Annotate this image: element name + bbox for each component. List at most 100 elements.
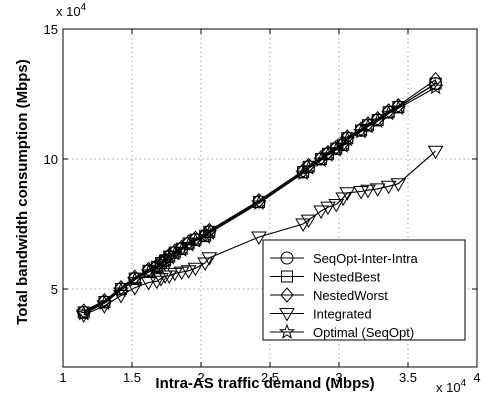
data-point	[197, 228, 214, 244]
data-point	[154, 253, 168, 270]
legend-items: SeqOpt-Inter-Intra NestedBest NestedWorst I…	[270, 251, 419, 340]
legend-box	[262, 239, 466, 341]
legend-marker	[280, 287, 294, 303]
data-point	[126, 271, 143, 287]
data-point	[252, 192, 266, 209]
data-point	[157, 253, 174, 269]
data-point	[300, 214, 317, 229]
legend-marker	[279, 308, 295, 322]
legend-marker	[281, 270, 293, 283]
data-point	[427, 145, 444, 160]
legend-item: NestedWorst	[270, 287, 388, 303]
legend-item: Optimal (SeqOpt)	[270, 323, 414, 340]
data-point	[353, 186, 369, 200]
data-point	[382, 103, 396, 119]
data-point	[112, 281, 129, 298]
legend-label: SeqOpt-Inter-Intra	[313, 251, 419, 266]
legend-marker	[278, 323, 296, 339]
data-point	[369, 112, 386, 129]
legend-marker	[280, 251, 294, 265]
data-point	[336, 135, 350, 152]
x-tick-label: 1.5	[123, 370, 141, 385]
legend: SeqOpt-Inter-Intra NestedBest NestedWorst I…	[262, 239, 466, 341]
data-point	[148, 275, 165, 290]
data-point	[201, 224, 218, 240]
data-point	[296, 162, 310, 179]
data-point	[391, 97, 405, 114]
x-axis-label: Intra-AS traffic demand (Mbps)	[155, 375, 374, 392]
data-point	[329, 139, 343, 156]
data-point	[198, 226, 212, 243]
data-point	[320, 201, 336, 216]
data-point	[251, 231, 267, 245]
data-point	[166, 267, 183, 282]
x-axis-multiplier: x 104	[436, 378, 467, 395]
data-point	[359, 118, 376, 134]
data-point	[353, 123, 370, 139]
data-point	[427, 79, 444, 95]
x-tick-label: 3	[335, 370, 342, 385]
data-point	[140, 277, 157, 291]
x-tick-label: 2	[197, 370, 204, 385]
data-point	[328, 199, 345, 213]
data-point	[328, 141, 345, 157]
data-point	[150, 257, 164, 274]
data-point	[166, 245, 183, 261]
y-tick-label: 5	[51, 282, 58, 297]
y-tick-label: 10	[44, 152, 58, 167]
data-point	[369, 183, 386, 197]
legend-label: Optimal (SeqOpt)	[313, 325, 414, 340]
legend-item: Integrated	[270, 307, 372, 322]
x-tick-label: 2.5	[261, 370, 279, 385]
data-point	[313, 205, 329, 219]
data-point	[300, 159, 317, 175]
y-axis-label: Total bandwidth consumption (Mbps)	[14, 59, 31, 325]
data-point	[173, 241, 190, 257]
data-point	[75, 305, 92, 321]
data-point	[128, 269, 142, 286]
tick-layer: 1 1.5 2 2.5 3 3.5 4 5 10 15	[44, 22, 481, 385]
x-tick-label: 3.5	[399, 370, 417, 385]
data-point	[187, 232, 204, 248]
series-layer	[75, 71, 444, 323]
data-point	[202, 222, 216, 239]
data-point	[97, 292, 112, 309]
data-point	[161, 249, 178, 265]
data-point	[180, 265, 197, 279]
data-point	[361, 116, 375, 132]
data-point	[428, 71, 443, 88]
y-tick-label: 15	[44, 22, 58, 37]
data-point	[187, 262, 204, 277]
series-line	[83, 79, 436, 312]
legend-label: NestedBest	[313, 270, 381, 285]
data-point	[96, 294, 113, 311]
data-point	[162, 247, 176, 263]
legend-label: Integrated	[313, 307, 372, 322]
series-diamond	[77, 71, 443, 319]
x-tick-label: 4	[473, 370, 480, 385]
x-tick-label: 1	[59, 370, 66, 385]
data-point	[173, 266, 190, 281]
data-point	[180, 236, 197, 252]
data-point	[370, 110, 385, 127]
data-point	[360, 184, 376, 199]
data-point	[390, 99, 407, 116]
y-axis-multiplier: x 104	[56, 2, 87, 19]
series-star	[75, 79, 444, 321]
data-point	[390, 178, 407, 192]
data-point	[335, 137, 352, 153]
data-point	[168, 243, 182, 260]
data-point	[295, 218, 311, 232]
data-point	[313, 151, 330, 168]
data-point	[380, 105, 397, 121]
data-point	[339, 131, 356, 147]
data-point	[77, 303, 91, 319]
legend-label: NestedWorst	[313, 288, 388, 303]
data-point	[181, 234, 196, 250]
data-point	[250, 194, 267, 211]
data-point	[339, 187, 356, 201]
legend-item: NestedBest	[270, 270, 381, 285]
data-point	[114, 279, 128, 296]
legend-item: SeqOpt-Inter-Intra	[270, 251, 419, 266]
